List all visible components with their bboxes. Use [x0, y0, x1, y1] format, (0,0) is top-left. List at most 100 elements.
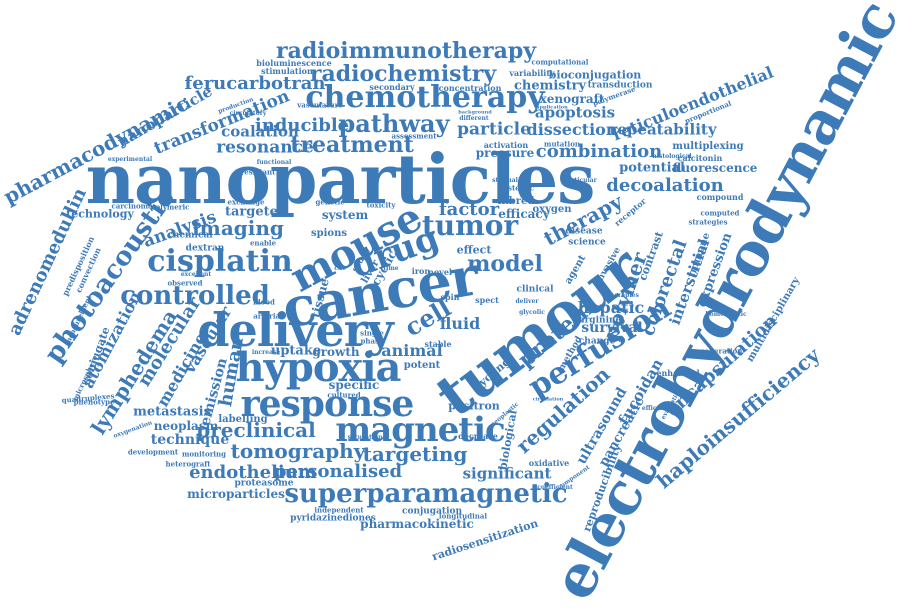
word-hepatic: hepatic [577, 298, 645, 317]
word-arterial: arterial [253, 311, 283, 321]
word-stable: stable [424, 339, 452, 349]
word-independent: independent [314, 505, 364, 515]
word-enable: enable [249, 238, 277, 248]
word-variability: variability [509, 68, 555, 78]
word-positron: positron [448, 399, 500, 413]
word-secondary: secondary [369, 82, 415, 92]
word-oxidative: oxidative [528, 458, 570, 468]
word-resonance: resonance [216, 137, 314, 158]
word-fluid: fluid [439, 314, 481, 333]
word-response: response [240, 383, 415, 425]
word-survival: survival [581, 320, 643, 336]
word-iron: iron [411, 266, 431, 276]
word-proteasome: proteasome [234, 478, 294, 489]
word-dissection: dissection [526, 120, 618, 139]
word-microparticles: microparticles [187, 487, 285, 501]
word-computed: computed [700, 208, 740, 218]
word-circulation: circulation [532, 396, 564, 403]
word-inbred: inbred [497, 196, 535, 207]
word-compound: compound [696, 192, 744, 202]
word-generation: generation [699, 346, 743, 356]
word-superparamagnetic: superparamagnetic [284, 479, 568, 509]
word-ferucarbotran: ferucarbotran [184, 73, 326, 94]
word-spect: spect [475, 295, 499, 305]
word-circulatory: circulatory [229, 110, 267, 117]
word-targeting: targeting [362, 442, 468, 466]
word-uptake: uptake [270, 343, 322, 359]
word-system: system [321, 208, 369, 222]
word-efficacy: efficacy [498, 207, 550, 221]
word-stimulation: stimulation [261, 66, 313, 76]
word-preclinical: preclinical [196, 418, 316, 442]
word-histological: histological [652, 153, 692, 160]
word-combination: combination [535, 141, 663, 162]
word-technology: technology [66, 207, 134, 221]
word-particle: particle [457, 119, 531, 140]
word-strategies: strategies [688, 217, 728, 227]
word-effect: effect [456, 243, 492, 257]
word-xenograft: xenograft [539, 92, 605, 106]
word-cultured: cultured [327, 390, 361, 400]
word-animal: animal [381, 341, 443, 360]
word-significant: significant [462, 464, 552, 483]
word-clinical: clinical [516, 284, 554, 295]
word-tumor: tumor [421, 209, 519, 242]
word-different: different [459, 115, 489, 122]
word-chemical: chemical [167, 230, 213, 241]
word-transduction: transduction [587, 80, 653, 91]
word-blood: blood [253, 297, 275, 307]
word-concentration: concentration [438, 83, 502, 93]
word-delivery: delivery [197, 303, 393, 357]
word-toxicity: toxicity [366, 200, 396, 210]
word-specific: specific [328, 378, 380, 392]
word-assessment: assessment [391, 131, 437, 141]
word-longitudinal: longitudinal [438, 511, 488, 521]
word-tomography: tomography [230, 439, 366, 463]
word-endothelium: endothelium [189, 462, 317, 483]
word-radioimmunotherapy: radioimmunotherapy [275, 38, 537, 64]
word-oxygen: oxygen [532, 204, 572, 215]
word-particular: particular [563, 177, 597, 184]
word-growth: growth [312, 345, 360, 359]
word-apoptosis: apoptosis [534, 103, 616, 122]
word-factor: factor [438, 199, 500, 220]
word-saturation: saturation [347, 434, 383, 441]
word-model: model [467, 251, 543, 277]
word-pyridazinediones: pyridazinediones [290, 513, 376, 524]
word-monitoring: monitoring [181, 449, 227, 459]
word-single: single [360, 328, 384, 338]
word-treatment: treatment [290, 132, 414, 158]
word-enhanced: enhanced [656, 368, 700, 378]
word-activation: activation [483, 140, 529, 150]
word-personalised: personalised [273, 461, 403, 482]
word-functional: functional [256, 159, 292, 166]
word-calcitonin: calcitonin [677, 153, 723, 163]
word-systemic: systemic [500, 183, 534, 193]
word-glycolic: glycolic [519, 309, 545, 316]
word-conjugation: conjugation [401, 506, 463, 517]
word-development: development [127, 447, 179, 457]
word-mutation: mutation [544, 139, 580, 149]
word-therapies: therapies [607, 292, 639, 299]
word-application: application [536, 104, 568, 111]
word-cisplatin: cisplatin [147, 244, 293, 279]
word-heterograft: heterograft [165, 459, 211, 469]
word-coefficient: coefficient [537, 484, 573, 491]
word-exchange: exchange [227, 197, 265, 207]
word-decrease: decrease [458, 431, 498, 441]
word-controlled: controlled [120, 281, 270, 311]
word-radiochemistry: radiochemistry [309, 61, 497, 87]
word-change: change [578, 336, 616, 347]
word-coalation: coalation [221, 122, 299, 141]
word-background: background [458, 109, 492, 116]
word-pharmacokinetic: pharmacokinetic [360, 517, 474, 531]
word-potent: potent [403, 360, 441, 371]
word-nanoparticles: nanoparticles [85, 140, 596, 220]
word-experimental: experimental [107, 156, 153, 163]
word-targeted: targeted [224, 204, 288, 220]
word-novel: novel [428, 267, 452, 277]
word-multiplexing: multiplexing [672, 141, 744, 152]
word-deliver: deliver [515, 298, 539, 305]
word-potential: potential [619, 160, 685, 176]
